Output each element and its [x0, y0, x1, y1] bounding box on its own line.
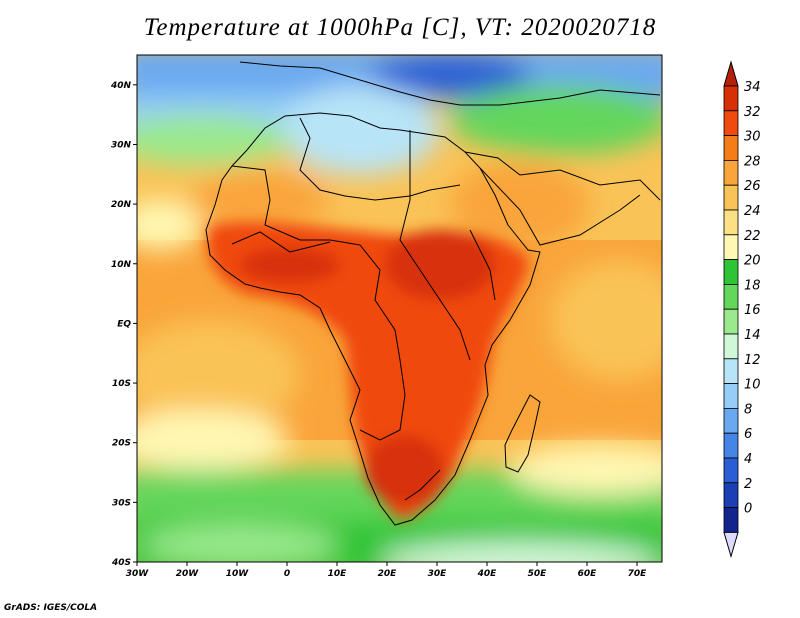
colorbar-label: 20	[744, 254, 761, 269]
colorbar-swatch	[723, 358, 739, 384]
colorbar-swatch	[723, 308, 739, 335]
colorbar-label: 34	[744, 80, 761, 95]
colorbar-label: 14	[744, 328, 761, 343]
colorbar-label: 30	[744, 130, 761, 145]
lat-tick-label: 40S	[111, 558, 131, 568]
lon-tick-label: 70E	[628, 569, 648, 579]
colorbar-label: 10	[744, 378, 761, 393]
lon-tick-label: 50E	[528, 569, 548, 579]
lat-tick-label: EQ	[117, 319, 131, 329]
lat-tick-label: 20S	[112, 439, 131, 449]
lat-tick-label: 30S	[112, 498, 131, 508]
coastlines	[205, 61, 661, 526]
colorbar-swatch	[723, 482, 739, 508]
colorbar-label: 12	[744, 353, 761, 368]
colorbar-swatch	[723, 209, 739, 236]
colorbar-swatch	[723, 159, 739, 186]
lat-tick-label: 40N	[110, 81, 132, 91]
colorbar-swatch	[723, 432, 739, 459]
colorbar-swatch	[723, 234, 739, 261]
lon-tick-label: 30W	[126, 569, 150, 579]
lat-tick-label: 30N	[111, 140, 132, 150]
colorbar-label: 0	[744, 502, 752, 517]
colorbar-label: 2	[744, 477, 752, 492]
colorbar-swatch	[723, 383, 739, 409]
colorbar-swatch	[723, 85, 739, 112]
colorbar-swatch	[723, 259, 739, 285]
lon-tick-label: 20W	[176, 569, 200, 579]
colorbar-label: 18	[744, 278, 761, 293]
colorbar-swatch	[723, 135, 739, 161]
colorbar-label: 22	[744, 229, 761, 244]
axis-ticks: 30W 20W 10W 0 10E 20E 30E 40E 50E 60E 70E 40N 30N 20N…	[110, 81, 647, 579]
lon-tick-label: 20E	[378, 569, 398, 579]
colorbar-swatch	[723, 507, 739, 533]
lon-tick-label: 30E	[428, 569, 448, 579]
footer-credit: GrADS: IGES/COLA	[4, 603, 98, 613]
colorbar-label: 32	[744, 105, 761, 120]
colorbar-swatch	[723, 184, 739, 211]
lon-tick-label: 10W	[226, 569, 250, 579]
lat-tick-label: 20N	[111, 200, 132, 210]
colorbar-label: 4	[744, 452, 752, 467]
colorbar-label: 26	[744, 179, 761, 194]
lat-tick-label: 10N	[111, 260, 132, 270]
lat-tick-label: 10S	[112, 379, 131, 389]
colorbar-swatch	[723, 407, 739, 434]
colorbar-label: 16	[744, 303, 761, 318]
colorbar-swatch	[723, 457, 739, 484]
map-frame	[136, 54, 663, 563]
colorbar-label: 6	[744, 427, 752, 442]
lon-tick-label: 10E	[328, 569, 348, 579]
colorbar-under-triangle	[723, 531, 739, 559]
lon-tick-label: 0	[284, 569, 290, 579]
colorbar-swatch	[723, 333, 739, 360]
colorbar-label: 8	[744, 402, 752, 417]
map-title: Temperature at 1000hPa [C], VT: 20200207…	[143, 14, 657, 41]
colorbar-swatch	[723, 110, 739, 137]
colorbar-label: 24	[744, 204, 761, 219]
lon-tick-label: 40E	[477, 569, 498, 579]
colorbar-swatch	[723, 283, 739, 310]
temperature-field	[137, 55, 662, 562]
colorbar-over-triangle	[723, 60, 739, 87]
lon-tick-label: 60E	[578, 569, 598, 579]
colorbar-label: 28	[744, 154, 761, 169]
